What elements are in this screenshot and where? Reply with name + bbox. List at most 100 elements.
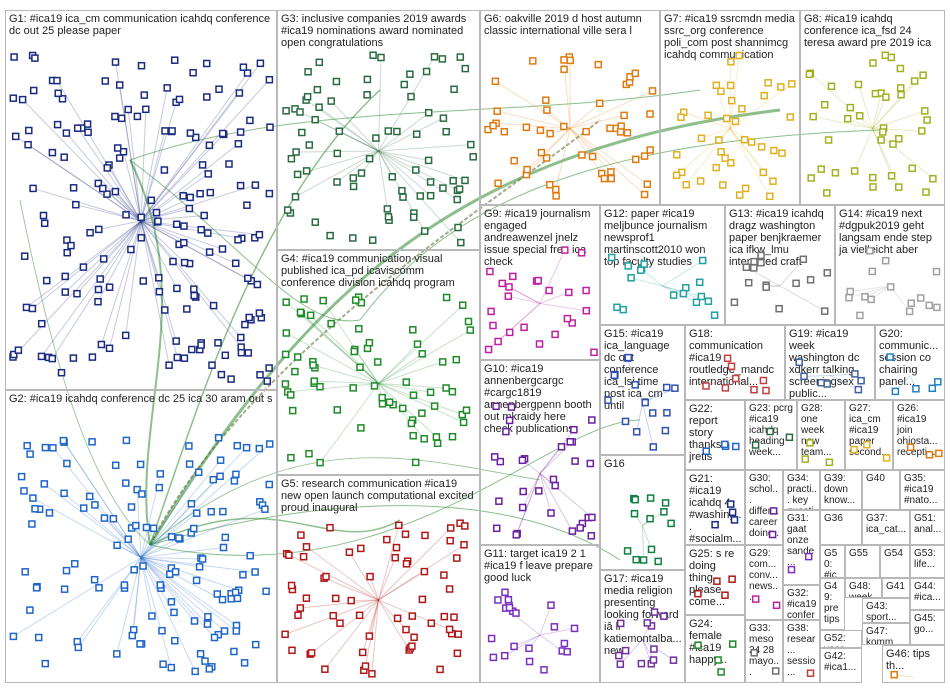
node xyxy=(83,120,92,128)
node xyxy=(282,107,290,115)
edge xyxy=(41,220,142,357)
group-panel: G8: #ica19 icahdq conference ica_fsd 24 … xyxy=(800,10,945,205)
node xyxy=(568,319,576,327)
node xyxy=(624,353,633,362)
node xyxy=(94,297,102,306)
node xyxy=(111,461,120,470)
node xyxy=(293,353,302,361)
edge xyxy=(306,546,379,601)
node xyxy=(124,105,132,114)
edge xyxy=(371,599,379,674)
node xyxy=(777,83,785,91)
node xyxy=(196,189,204,198)
group-panel: G50: #ic... xyxy=(820,545,845,578)
node xyxy=(916,294,925,302)
node xyxy=(762,283,770,291)
node xyxy=(792,279,800,288)
edge xyxy=(140,173,209,222)
edge xyxy=(636,402,643,432)
group-panel: G13: #ica19 icahdq dragz washington pape… xyxy=(725,205,835,325)
node xyxy=(79,504,88,512)
node xyxy=(420,227,429,235)
node xyxy=(640,260,648,268)
edge xyxy=(66,132,142,222)
group-label: G5: research communication #ica19 new op… xyxy=(281,478,474,514)
node xyxy=(866,247,874,255)
node xyxy=(727,58,735,66)
edge xyxy=(872,96,887,129)
node xyxy=(171,636,179,645)
node xyxy=(398,404,407,413)
node xyxy=(221,533,230,542)
node xyxy=(512,531,521,539)
node xyxy=(133,485,141,494)
node xyxy=(863,440,871,449)
node xyxy=(896,84,905,92)
edge xyxy=(140,220,185,263)
node xyxy=(115,81,124,89)
edge xyxy=(140,459,221,558)
node xyxy=(547,509,555,517)
node xyxy=(616,128,625,136)
node xyxy=(410,633,418,642)
node xyxy=(230,647,238,656)
edge xyxy=(555,128,571,190)
node xyxy=(424,108,433,117)
group-panel: G47: komm... xyxy=(862,623,910,645)
node xyxy=(369,51,377,59)
node xyxy=(507,403,516,411)
node xyxy=(504,292,513,300)
node xyxy=(48,354,57,363)
node xyxy=(329,611,337,620)
node xyxy=(220,627,229,635)
node xyxy=(69,184,78,192)
node xyxy=(216,472,224,481)
node xyxy=(161,127,169,135)
edge xyxy=(76,557,142,642)
node xyxy=(170,56,179,64)
node xyxy=(358,648,367,657)
edge xyxy=(77,127,142,222)
edge xyxy=(378,557,396,601)
node xyxy=(632,428,641,436)
group-panel: G9: #ica19 journalism engaged andreawenz… xyxy=(480,205,600,360)
node xyxy=(198,555,207,563)
node xyxy=(910,77,919,85)
node xyxy=(442,384,450,392)
group-label: G16 xyxy=(604,458,625,470)
edge xyxy=(104,517,142,558)
node xyxy=(234,236,242,244)
node xyxy=(370,382,379,390)
node xyxy=(576,524,584,532)
node xyxy=(201,657,209,665)
node xyxy=(627,274,635,282)
node xyxy=(731,117,740,126)
node xyxy=(95,225,103,234)
node xyxy=(265,480,274,489)
edge xyxy=(140,220,242,348)
node xyxy=(856,311,864,320)
node xyxy=(148,612,156,620)
edge xyxy=(569,114,625,129)
node xyxy=(891,387,900,396)
node xyxy=(409,431,417,440)
node xyxy=(412,166,420,174)
edge xyxy=(378,144,471,152)
node xyxy=(227,595,235,603)
edge xyxy=(378,117,444,152)
node xyxy=(430,53,439,61)
node xyxy=(26,606,34,614)
node xyxy=(188,345,196,354)
edge xyxy=(803,375,831,377)
node xyxy=(296,308,305,317)
node xyxy=(190,291,198,300)
node xyxy=(333,149,342,158)
node xyxy=(233,441,242,450)
node xyxy=(735,191,744,199)
node xyxy=(426,178,435,186)
node xyxy=(770,146,778,155)
node xyxy=(466,326,475,334)
node xyxy=(426,388,435,397)
edge xyxy=(847,118,873,129)
edge xyxy=(872,92,882,129)
